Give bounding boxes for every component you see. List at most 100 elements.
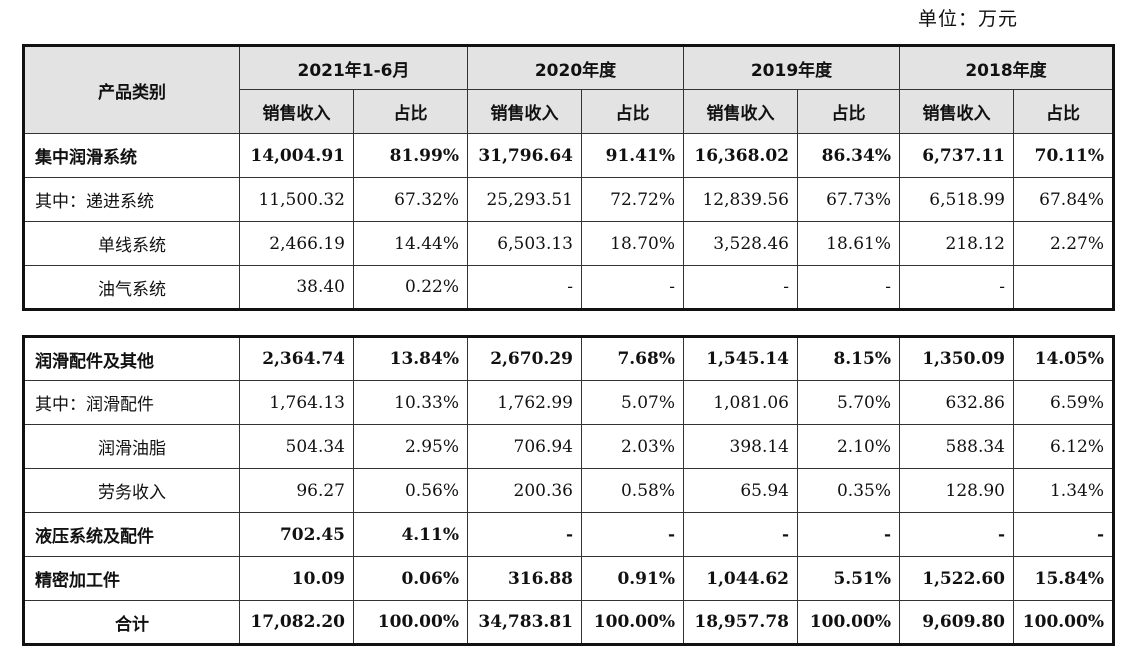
ratio-cell: 15.84%: [1013, 556, 1114, 601]
ratio-cell: 100.00%: [353, 600, 468, 645]
revenue-cell: 96.27: [239, 468, 354, 513]
revenue-cell: 38.40: [239, 265, 354, 310]
revenue-cell: 706.94: [467, 424, 582, 469]
row-label: 精密加工件: [23, 556, 240, 601]
ratio-cell: 7.68%: [581, 336, 684, 381]
ratio-cell: [1013, 265, 1114, 310]
revenue-cell: 1,764.13: [239, 380, 354, 425]
ratio-cell: 18.61%: [797, 221, 900, 266]
revenue-cell: 25,293.51: [467, 177, 582, 222]
revenue-cell: 588.34: [899, 424, 1014, 469]
revenue-cell: 3,528.46: [683, 221, 798, 266]
ratio-cell: 5.51%: [797, 556, 900, 601]
ratio-cell: 5.07%: [581, 380, 684, 425]
revenue-cell: 11,500.32: [239, 177, 354, 222]
revenue-cell: 1,762.99: [467, 380, 582, 425]
ratio-cell: 13.84%: [353, 336, 468, 381]
revenue-cell: 1,081.06: [683, 380, 798, 425]
ratio-cell: -: [797, 265, 900, 310]
revenue-cell: 1,350.09: [899, 336, 1014, 381]
revenue-cell: 9,609.80: [899, 600, 1014, 645]
ratio-cell: 0.58%: [581, 468, 684, 513]
revenue-cell: 18,957.78: [683, 600, 798, 645]
header-period: 2020年度: [467, 45, 684, 90]
ratio-cell: 0.91%: [581, 556, 684, 601]
unit-label: 单位：万元: [918, 8, 1019, 30]
table-row: 其中：递进系统 11,500.32 67.32% 25,293.51 72.72% 12,…: [23, 177, 1114, 222]
ratio-cell: 100.00%: [581, 600, 684, 645]
header-period: 2018年度: [899, 45, 1114, 90]
ratio-cell: 18.70%: [581, 221, 684, 266]
ratio-cell: 6.12%: [1013, 424, 1114, 469]
ratio-cell: 67.32%: [353, 177, 468, 222]
header-ratio: 占比: [1013, 89, 1114, 134]
header-revenue: 销售收入: [467, 89, 582, 134]
table-row: 合计 17,082.20 100.00% 34,783.81 100.00% 18,957…: [23, 600, 1114, 645]
row-label: 集中润滑系统: [23, 133, 240, 178]
ratio-cell: 6.59%: [1013, 380, 1114, 425]
revenue-cell: 504.34: [239, 424, 354, 469]
ratio-cell: 67.73%: [797, 177, 900, 222]
revenue-cell: -: [899, 512, 1014, 557]
header-period: 2021年1-6月: [239, 45, 468, 90]
revenue-cell: 398.14: [683, 424, 798, 469]
table-row: 油气系统 38.40 0.22% - - - - -: [23, 265, 1114, 310]
ratio-cell: 14.05%: [1013, 336, 1114, 381]
revenue-cell: 34,783.81: [467, 600, 582, 645]
row-label: 合计: [23, 600, 240, 645]
row-label: 润滑油脂: [23, 424, 240, 469]
table-row: 润滑油脂 504.34 2.95% 706.94 2.03% 398.14 2.10% 588…: [23, 424, 1114, 469]
ratio-cell: 1.34%: [1013, 468, 1114, 513]
ratio-cell: -: [1013, 512, 1114, 557]
revenue-cell: 128.90: [899, 468, 1014, 513]
ratio-cell: 81.99%: [353, 133, 468, 178]
product-revenue-table-bottom: 润滑配件及其他 2,364.74 13.84% 2,670.29 7.68% 1,545.…: [22, 335, 1115, 646]
revenue-cell: -: [467, 265, 582, 310]
ratio-cell: 4.11%: [353, 512, 468, 557]
revenue-cell: 16,368.02: [683, 133, 798, 178]
ratio-cell: 67.84%: [1013, 177, 1114, 222]
revenue-cell: -: [467, 512, 582, 557]
header-revenue: 销售收入: [239, 89, 354, 134]
header-period: 2019年度: [683, 45, 900, 90]
ratio-cell: -: [797, 512, 900, 557]
ratio-cell: 72.72%: [581, 177, 684, 222]
header-category: 产品类别: [23, 45, 240, 134]
revenue-cell: 2,364.74: [239, 336, 354, 381]
table-row: 液压系统及配件 702.45 4.11% - - - - - -: [23, 512, 1114, 557]
header-revenue: 销售收入: [899, 89, 1014, 134]
revenue-cell: 65.94: [683, 468, 798, 513]
revenue-cell: 1,044.62: [683, 556, 798, 601]
revenue-cell: 10.09: [239, 556, 354, 601]
revenue-cell: 14,004.91: [239, 133, 354, 178]
header-ratio: 占比: [581, 89, 684, 134]
ratio-cell: 0.06%: [353, 556, 468, 601]
header-revenue: 销售收入: [683, 89, 798, 134]
table-row: 集中润滑系统 14,004.91 81.99% 31,796.64 91.41% 16,3…: [23, 133, 1114, 178]
ratio-cell: 0.56%: [353, 468, 468, 513]
revenue-cell: 6,737.11: [899, 133, 1014, 178]
revenue-cell: 6,518.99: [899, 177, 1014, 222]
row-label: 油气系统: [23, 265, 240, 310]
revenue-cell: 1,522.60: [899, 556, 1014, 601]
revenue-cell: -: [683, 265, 798, 310]
row-label: 其中：递进系统: [23, 177, 240, 222]
row-label: 润滑配件及其他: [23, 336, 240, 381]
ratio-cell: 2.95%: [353, 424, 468, 469]
revenue-cell: 2,670.29: [467, 336, 582, 381]
revenue-cell: 632.86: [899, 380, 1014, 425]
table-row: 精密加工件 10.09 0.06% 316.88 0.91% 1,044.62 5.51% 1…: [23, 556, 1114, 601]
revenue-cell: 31,796.64: [467, 133, 582, 178]
ratio-cell: 8.15%: [797, 336, 900, 381]
ratio-cell: 100.00%: [1013, 600, 1114, 645]
header-ratio: 占比: [797, 89, 900, 134]
revenue-cell: -: [683, 512, 798, 557]
table-row: 劳务收入 96.27 0.56% 200.36 0.58% 65.94 0.35% 128.9…: [23, 468, 1114, 513]
revenue-cell: 17,082.20: [239, 600, 354, 645]
product-revenue-table-top: 产品类别 2021年1-6月 2020年度 2019年度 2018年度 销售收入…: [22, 44, 1115, 311]
ratio-cell: 2.10%: [797, 424, 900, 469]
ratio-cell: -: [581, 265, 684, 310]
ratio-cell: 0.35%: [797, 468, 900, 513]
row-label: 液压系统及配件: [23, 512, 240, 557]
revenue-cell: 316.88: [467, 556, 582, 601]
